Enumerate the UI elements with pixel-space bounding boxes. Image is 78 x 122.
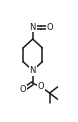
- Text: O: O: [46, 23, 53, 32]
- Text: N: N: [30, 66, 36, 75]
- Text: N: N: [30, 23, 36, 32]
- Text: O: O: [38, 82, 44, 92]
- Text: O: O: [20, 85, 26, 94]
